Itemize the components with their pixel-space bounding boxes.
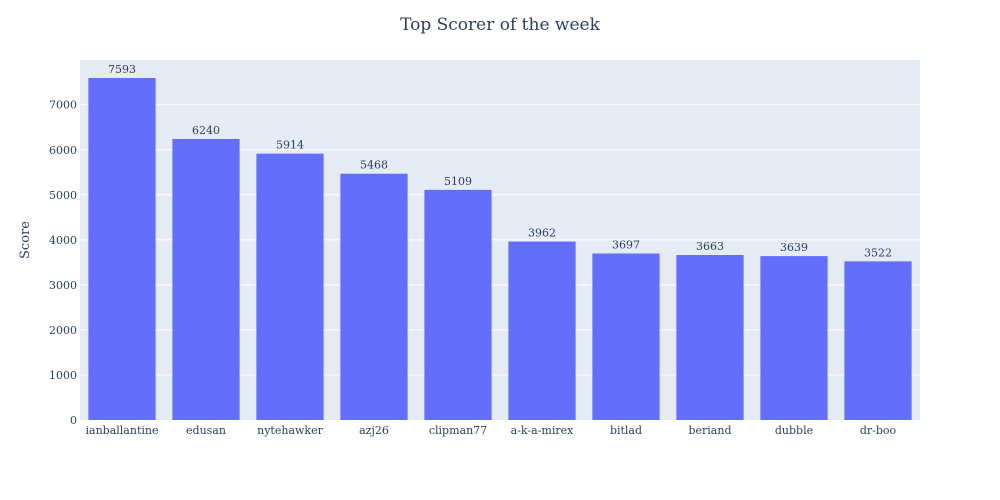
data-label-beriand: 3663 [696, 240, 724, 253]
bars [88, 78, 912, 421]
y-tick-label: 6000 [49, 144, 77, 157]
bar-dr-boo[interactable] [844, 261, 912, 420]
y-tick-label: 3000 [49, 279, 77, 292]
data-labels: 7593 6240 5914 5468 5109 3962 3697 3663 3639 3522 [108, 63, 892, 259]
data-label-dubble: 3639 [780, 241, 808, 254]
x-tick-label-dubble: dubble [775, 424, 813, 437]
bar-edusan[interactable] [172, 138, 240, 420]
y-tick-label: 7000 [49, 99, 77, 112]
data-label-clipman77: 5109 [444, 175, 472, 188]
y-tick-label: 5000 [49, 189, 77, 202]
chart-title: Top Scorer of the week [400, 15, 601, 35]
x-tick-label-bitlad: bitlad [610, 424, 642, 437]
data-label-dr-boo: 3522 [864, 246, 892, 259]
bar-beriand[interactable] [676, 255, 744, 420]
bar-clipman77[interactable] [424, 189, 492, 420]
y-axis-title: Score [18, 221, 33, 259]
y-axis-ticks: 0 1000 2000 3000 4000 5000 6000 7000 [49, 99, 77, 427]
y-tick-label: 2000 [49, 324, 77, 337]
y-tick-label: 0 [70, 414, 77, 427]
data-label-edusan: 6240 [192, 124, 220, 137]
data-label-azj26: 5468 [360, 159, 388, 172]
data-label-nytehawker: 5914 [276, 139, 304, 152]
y-tick-label: 4000 [49, 234, 77, 247]
x-tick-label-clipman77: clipman77 [429, 424, 487, 437]
x-tick-label-beriand: beriand [688, 424, 731, 437]
y-tick-label: 1000 [49, 369, 77, 382]
bar-bitlad[interactable] [592, 253, 660, 420]
bar-nytehawker[interactable] [256, 153, 324, 420]
x-axis-ticks: ianballantine edusan nytehawker azj26 clipma… [86, 424, 897, 437]
bar-dubble[interactable] [760, 256, 828, 420]
x-tick-label-edusan: edusan [186, 424, 226, 437]
x-tick-label-nytehawker: nytehawker [257, 424, 323, 437]
bar-azj26[interactable] [340, 173, 408, 420]
data-label-bitlad: 3697 [612, 238, 640, 251]
x-tick-label-ianballantine: ianballantine [86, 424, 159, 437]
x-tick-label-a-k-a-mirex: a-k-a-mirex [511, 424, 574, 437]
data-label-a-k-a-mirex: 3962 [528, 227, 556, 240]
data-label-ianballantine: 7593 [108, 63, 136, 76]
x-tick-label-azj26: azj26 [359, 424, 389, 437]
bar-a-k-a-mirex[interactable] [508, 241, 576, 420]
bar-ianballantine[interactable] [88, 78, 156, 421]
x-tick-label-dr-boo: dr-boo [860, 424, 897, 437]
